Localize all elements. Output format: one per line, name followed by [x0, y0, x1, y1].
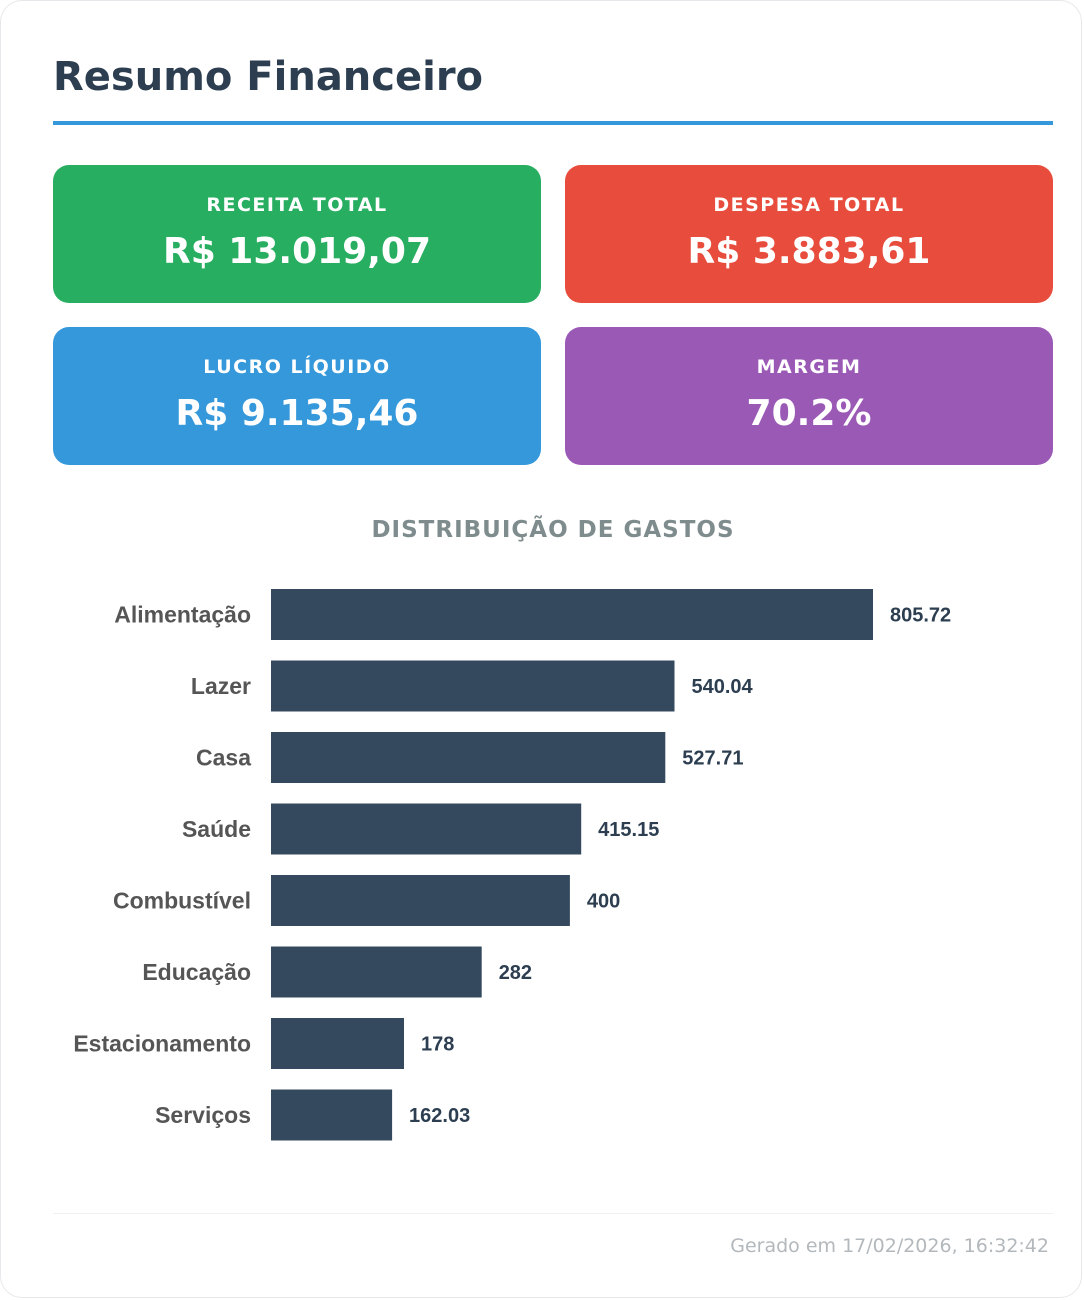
kpi-card-receita-total: RECEITA TOTAL R$ 13.019,07: [53, 165, 541, 303]
category-label-casa: Casa: [196, 745, 251, 771]
value-label-educacao: 282: [499, 962, 532, 984]
kpi-label: RECEITA TOTAL: [206, 194, 388, 216]
kpi-label: MARGEM: [756, 356, 862, 378]
bar-saude: [271, 803, 582, 855]
value-label-alimentacao: 805.72: [890, 605, 951, 627]
kpi-card-margem: MARGEM 70.2%: [565, 327, 1053, 465]
value-label-combustivel: 400: [587, 891, 620, 913]
kpi-value: R$ 13.019,07: [163, 231, 431, 272]
category-label-lazer: Lazer: [191, 673, 251, 699]
value-label-saude: 415.15: [598, 819, 659, 841]
category-label-alimentacao: Alimentação: [114, 602, 251, 628]
kpi-card-lucro-liquido: LUCRO LÍQUIDO R$ 9.135,46: [53, 327, 541, 465]
bar-alimentacao: [271, 589, 873, 640]
bar-casa: [271, 732, 666, 783]
value-label-estacionamento: 178: [421, 1034, 454, 1056]
kpi-label: DESPESA TOTAL: [713, 194, 905, 216]
kpi-label: LUCRO LÍQUIDO: [203, 356, 391, 378]
value-label-lazer: 540.04: [691, 676, 753, 698]
category-label-saude: Saúde: [182, 816, 251, 842]
kpi-value: R$ 3.883,61: [687, 231, 931, 272]
value-label-servicos: 162.03: [409, 1105, 470, 1127]
title-divider: [53, 121, 1053, 125]
generated-timestamp: Gerado em 17/02/2026, 16:32:42: [730, 1235, 1049, 1257]
bar-combustivel: [271, 875, 570, 926]
bar-servicos: [271, 1089, 393, 1141]
category-label-estacionamento: Estacionamento: [73, 1031, 251, 1057]
category-label-combustivel: Combustível: [113, 888, 251, 914]
category-label-servicos: Serviços: [155, 1102, 251, 1128]
chart-title: DISTRIBUIÇÃO DE GASTOS: [371, 517, 735, 543]
bar-estacionamento: [271, 1018, 404, 1069]
bar-educacao: [271, 946, 482, 998]
footer-divider: [53, 1213, 1053, 1214]
kpi-card-despesa-total: DESPESA TOTAL R$ 3.883,61: [565, 165, 1053, 303]
category-label-educacao: Educação: [142, 959, 251, 985]
page-title: Resumo Financeiro: [53, 54, 484, 100]
kpi-value: 70.2%: [746, 393, 872, 434]
expense-bar-chart: Alimentação 805.72 Lazer 540.04 Casa 527.71 Sa…: [73, 589, 951, 1141]
kpi-value: R$ 9.135,46: [175, 393, 419, 434]
value-label-casa: 527.71: [682, 748, 743, 770]
bar-lazer: [271, 660, 675, 712]
